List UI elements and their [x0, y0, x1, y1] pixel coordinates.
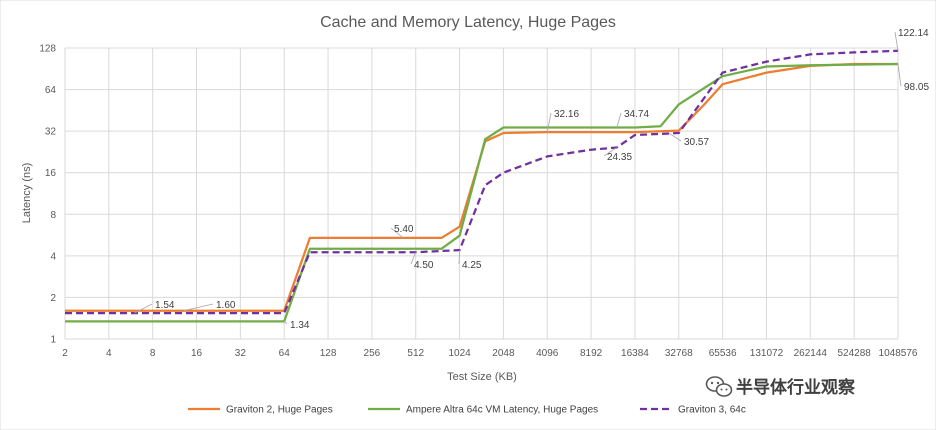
y-tick-label: 2: [50, 293, 56, 304]
chart-title: Cache and Memory Latency, Huge Pages: [320, 14, 616, 31]
watermark: 半导体行业观察: [705, 376, 856, 398]
leader-line: [183, 303, 214, 312]
x-tick-label: 8: [150, 348, 156, 359]
x-tick-label: 128: [320, 348, 337, 359]
leader-line: [390, 227, 404, 239]
x-tick-label: 2: [62, 348, 68, 359]
x-tick-label: 65536: [709, 348, 737, 359]
x-tick-label: 262144: [794, 348, 828, 359]
watermark-text: 半导体行业观察: [736, 377, 856, 398]
data-label: 34.74: [624, 109, 649, 120]
x-tick-label: 4096: [536, 348, 559, 359]
legend-label: Graviton 3, 64c: [678, 405, 746, 416]
data-labels: 1.54 1.60 1.34 5.40 4.50 4.25 32.16 34.74 24.35 3…: [134, 28, 929, 331]
leader-line: [897, 63, 902, 87]
x-tick-label: 32: [235, 348, 247, 359]
leader-line: [668, 132, 682, 142]
leader-line: [546, 112, 552, 133]
x-tick-label: 1024: [448, 348, 471, 359]
leader-line: [603, 147, 617, 157]
data-label: 98.05: [904, 82, 929, 93]
series-line-1: [65, 62, 899, 323]
data-label: 4.25: [462, 260, 482, 271]
data-label: 5.40: [394, 224, 414, 235]
leader-line: [458, 250, 460, 265]
legend-item: Graviton 2, Huge Pages: [188, 405, 333, 416]
x-tick-label: 131072: [750, 348, 784, 359]
legend: Graviton 2, Huge Pages Ampere Altra 64c V…: [188, 405, 746, 416]
data-label: 32.16: [554, 109, 579, 120]
x-tick-label: 256: [364, 348, 381, 359]
leader-line: [410, 252, 417, 265]
y-tick-label: 128: [39, 44, 56, 55]
y-tick-label: 16: [45, 168, 57, 179]
x-axis-ticks: 2 4 8 16 32 64 128 256 512 1024 2048 4096 8192 16384 3…: [62, 348, 918, 359]
x-axis-label: Test Size (KB): [447, 371, 517, 383]
legend-label: Graviton 2, Huge Pages: [226, 405, 333, 416]
x-tick-label: 512: [407, 348, 424, 359]
leader-line: [894, 31, 899, 51]
x-tick-label: 524288: [837, 348, 871, 359]
x-tick-label: 64: [279, 348, 291, 359]
x-tick-label: 32768: [665, 348, 693, 359]
legend-item: Graviton 3, 64c: [640, 405, 746, 416]
x-tick-label: 16: [191, 348, 203, 359]
grid: [64, 47, 899, 340]
data-label: 4.50: [414, 260, 434, 271]
x-tick-label: 16384: [621, 348, 649, 359]
leader-line: [616, 112, 622, 128]
x-tick-label: 8192: [580, 348, 603, 359]
legend-item: Ampere Altra 64c VM Latency, Huge Pages: [368, 405, 598, 416]
series-lines: [65, 49, 899, 323]
data-label: 24.35: [607, 152, 632, 163]
data-label: 122.14: [898, 28, 929, 39]
data-label: 1.54: [155, 300, 175, 311]
y-tick-label: 64: [45, 85, 57, 96]
series-line-2: [65, 49, 899, 315]
data-label: 1.60: [216, 300, 236, 311]
legend-label: Ampere Altra 64c VM Latency, Huge Pages: [406, 405, 598, 416]
y-tick-label: 32: [45, 127, 57, 138]
leader-line: [134, 303, 153, 314]
y-tick-label: 4: [50, 251, 56, 262]
x-tick-label: 4: [106, 348, 112, 359]
x-tick-label: 2048: [492, 348, 515, 359]
y-axis-label: Latency (ns): [21, 163, 33, 224]
data-label: 30.57: [684, 137, 709, 148]
wechat-icon: [705, 376, 733, 397]
x-tick-label: 1048576: [879, 348, 918, 359]
y-tick-label: 1: [50, 335, 56, 346]
data-label: 1.34: [290, 320, 310, 331]
leader-line: [283, 321, 288, 325]
y-axis-ticks: 1 2 4 8 16 32 64 128: [39, 44, 56, 346]
y-tick-label: 8: [50, 210, 56, 221]
